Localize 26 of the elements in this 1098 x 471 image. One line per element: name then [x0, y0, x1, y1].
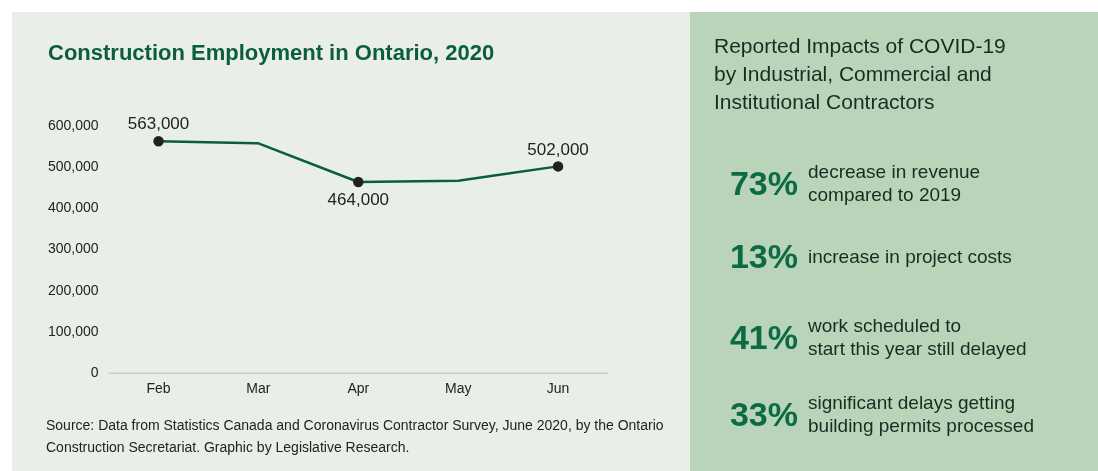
x-tick-label: Feb	[146, 380, 171, 397]
text: 41%	[728, 317, 798, 357]
text: 13%	[728, 237, 798, 276]
source-note: Source: Data from Statistics Canada and Coronavirus Contractor Survey, June 2020, by the Ontario Construction Secretariat. Graphic by Legislative Research.	[46, 416, 665, 457]
x-tick-label: Mar	[246, 380, 271, 397]
chart-title: Construction Employment in Ontario, 2020	[48, 40, 495, 66]
text: 73%	[728, 163, 798, 203]
text: Reported Impacts of COVID-19 by Industrial, Commercial and Institutional Contractors	[714, 33, 1007, 115]
y-tick-label: 200,000	[48, 281, 99, 298]
text: 464,000	[327, 190, 390, 210]
x-tick-label: Jun	[546, 380, 570, 397]
y-tick-label: 400,000	[48, 199, 99, 216]
text: work scheduled to start this year still delayed	[808, 314, 1028, 360]
text: increase in project costs	[808, 245, 1013, 268]
x-tick-label: May	[444, 380, 472, 397]
text: 563,000	[127, 114, 190, 134]
text: decrease in revenue compared to 2019	[808, 160, 982, 206]
x-tick-label: Apr	[347, 380, 370, 397]
text: 33%	[728, 394, 798, 434]
y-tick-label: 300,000	[48, 240, 99, 257]
y-tick-label: 500,000	[48, 158, 99, 175]
text: significant delays getting building permits processed	[808, 391, 1035, 437]
y-tick-label: 600,000	[48, 116, 99, 133]
text: 502,000	[527, 139, 589, 159]
y-tick-label: 100,000	[48, 322, 99, 339]
y-tick-label: 0	[90, 364, 99, 381]
